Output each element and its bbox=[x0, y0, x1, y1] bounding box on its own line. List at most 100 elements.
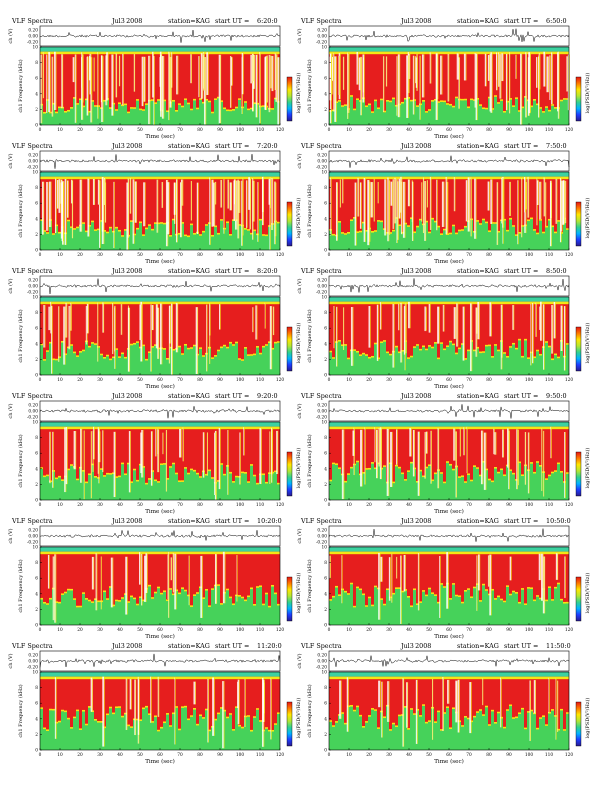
spectrogram-band-edge bbox=[169, 725, 172, 727]
spectrogram-streak bbox=[540, 53, 541, 89]
spectrogram-streak bbox=[158, 677, 159, 717]
spectrogram-band-edge bbox=[223, 474, 226, 476]
spectrogram-low-band bbox=[61, 481, 64, 500]
spectrogram-low-band bbox=[437, 227, 440, 250]
spectrogram-band-edge bbox=[341, 232, 344, 234]
panel-start-time: 6:50:0 bbox=[546, 17, 567, 25]
panel-date: Jul3 2008 bbox=[111, 142, 142, 150]
spectrogram-low-band bbox=[193, 100, 196, 125]
spectrogram-band-edge bbox=[527, 587, 530, 589]
spectrogram-low-band bbox=[401, 103, 404, 125]
spectrogram-band-edge bbox=[238, 725, 241, 727]
spectrogram-band-edge bbox=[554, 587, 557, 589]
spectrogram-streak bbox=[49, 555, 50, 589]
spectrogram-band-edge bbox=[265, 482, 268, 484]
spectrogram-streak bbox=[211, 180, 213, 227]
spectrogram-band-edge bbox=[88, 473, 91, 475]
panel-start-time: 7:20:0 bbox=[257, 142, 278, 150]
spectrogram-streak bbox=[46, 55, 47, 113]
spectrogram-band-edge bbox=[545, 600, 548, 602]
waveform-tick-label: 0.00 bbox=[28, 535, 38, 540]
spectrogram-streak bbox=[274, 307, 275, 335]
spectrogram-streak bbox=[479, 302, 480, 339]
spectrogram-low-band bbox=[353, 607, 356, 625]
spectrogram-streak bbox=[63, 182, 64, 241]
spectrogram-streak bbox=[477, 555, 478, 610]
spectrogram-streak bbox=[364, 178, 366, 242]
spectrogram-streak bbox=[94, 57, 95, 91]
spectrogram-streak bbox=[549, 678, 550, 713]
spectrogram-high-band bbox=[40, 422, 280, 427]
spectrogram-streak bbox=[43, 52, 44, 98]
x-tick-label: 110 bbox=[545, 378, 553, 383]
spectrogram-low-band bbox=[428, 347, 431, 375]
spectrogram-streak bbox=[387, 178, 388, 242]
spectrogram-streak bbox=[230, 182, 232, 210]
spectrogram-streak bbox=[419, 553, 420, 610]
spectrogram-band-edge bbox=[548, 110, 551, 112]
spectrogram-low-band bbox=[115, 708, 118, 750]
spectrogram-low-band bbox=[545, 227, 548, 250]
spectrogram-low-band bbox=[350, 707, 353, 750]
spectrogram-low-band bbox=[79, 730, 82, 750]
spectrogram-band-edge bbox=[133, 469, 136, 471]
spectrogram-low-band bbox=[503, 354, 506, 375]
spectrogram-low-band bbox=[49, 113, 52, 125]
spectrogram-streak bbox=[172, 52, 173, 87]
spectrogram-band-edge bbox=[548, 346, 551, 348]
spectrogram-band-edge bbox=[199, 476, 202, 478]
spectrogram-band-edge bbox=[407, 728, 410, 730]
spectrogram-band-edge bbox=[488, 345, 491, 347]
spectrogram-low-band bbox=[118, 602, 121, 625]
spectrogram-band-edge bbox=[500, 469, 503, 471]
spectrogram-low-band bbox=[365, 607, 368, 625]
spectrogram-streak bbox=[130, 679, 131, 709]
y-tick-label: 4 bbox=[35, 217, 38, 222]
spectrogram-band-edge bbox=[452, 106, 455, 108]
spectrogram-low-band bbox=[46, 731, 49, 750]
spectrogram-band-edge bbox=[247, 354, 250, 356]
spectrogram-streak bbox=[243, 179, 244, 236]
spectrogram-band-edge bbox=[404, 479, 407, 481]
spectrogram-low-band bbox=[407, 227, 410, 250]
spectrogram-band-edge bbox=[428, 109, 431, 111]
spectrogram-low-band bbox=[542, 717, 545, 750]
spectrogram-streak bbox=[204, 432, 205, 477]
spectrogram-band-edge bbox=[383, 465, 386, 467]
spectrogram-streak bbox=[391, 182, 393, 206]
x-tick-label: 10 bbox=[346, 378, 352, 383]
spectrogram-low-band bbox=[443, 588, 446, 625]
spectrogram-low-band bbox=[344, 724, 347, 750]
x-tick-label: 60 bbox=[446, 503, 452, 508]
spectrogram-low-band bbox=[169, 590, 172, 625]
spectrogram-band-edge bbox=[91, 342, 94, 344]
spectrogram-low-band bbox=[494, 346, 497, 375]
spectrogram-streak bbox=[517, 180, 518, 244]
spectrogram-low-band bbox=[449, 234, 452, 250]
spectrogram-band-edge bbox=[178, 729, 181, 731]
spectrogram-low-band bbox=[566, 603, 569, 625]
y-tick-label: 4 bbox=[35, 92, 38, 97]
spectrogram-streak bbox=[98, 429, 99, 454]
x-tick-label: 30 bbox=[97, 378, 103, 383]
spectrogram-streak bbox=[516, 429, 517, 489]
waveform-tick-label: 0.20 bbox=[317, 404, 327, 409]
colorbar-label: log(PSD(V²/Hz)) bbox=[295, 73, 302, 114]
spectrogram-band-edge bbox=[509, 218, 512, 220]
spectrogram-low-band bbox=[506, 357, 509, 375]
y-tick-label: 4 bbox=[324, 92, 327, 97]
spectrogram-low-band bbox=[232, 483, 235, 500]
spectrogram-band-edge bbox=[557, 583, 560, 585]
y-tick-label: 10 bbox=[322, 421, 328, 426]
spectrogram-low-band bbox=[88, 708, 91, 750]
spectrogram-streak bbox=[58, 180, 59, 209]
spectrogram-band-edge bbox=[386, 588, 389, 590]
spectrogram-low-band bbox=[455, 354, 458, 375]
spectrogram-low-band bbox=[509, 348, 512, 375]
spectrogram-band-edge bbox=[130, 726, 133, 728]
spectrogram-streak bbox=[460, 428, 461, 457]
spectrogram-band-edge bbox=[344, 481, 347, 483]
spectrogram-low-band bbox=[533, 231, 536, 250]
x-tick-label: 100 bbox=[236, 378, 244, 383]
spectrogram-band-edge bbox=[94, 343, 97, 345]
